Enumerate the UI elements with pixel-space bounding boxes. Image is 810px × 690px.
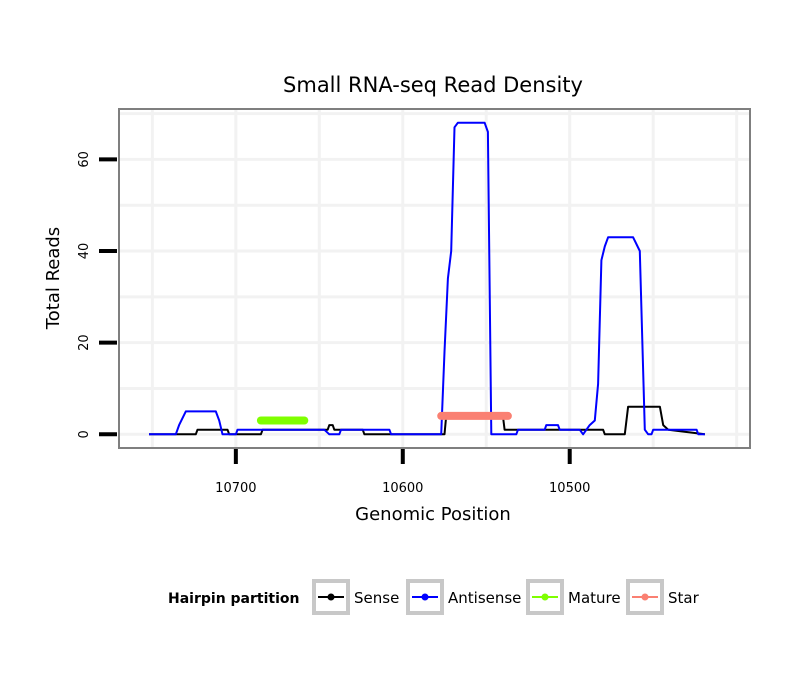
y-tick-label: 20 [77, 334, 92, 351]
legend-key-point [327, 593, 335, 601]
series-line-antisense [149, 121, 705, 436]
plot-panel [119, 109, 750, 448]
y-tick-label: 60 [77, 151, 92, 168]
series-layer [149, 121, 706, 436]
y-axis: 0 20 40 60 [77, 151, 117, 438]
y-tick-label: 40 [77, 243, 92, 260]
x-tick-label: 10600 [382, 481, 423, 496]
y-axis-label: Total Reads [43, 227, 64, 330]
x-tick-label: 10500 [549, 481, 590, 496]
legend-key-point [641, 593, 649, 601]
legend-label-mature: Mature [568, 589, 621, 607]
legend-key-point [421, 593, 429, 601]
chart-title: Small RNA-seq Read Density [283, 73, 583, 97]
legend: Hairpin partition Sense Antisense Mature Sta… [168, 579, 700, 615]
x-tick-label: 10700 [215, 481, 256, 496]
x-axis-label: Genomic Position [355, 504, 511, 525]
x-axis: 10700 10600 10500 [215, 449, 590, 496]
legend-label-star: Star [668, 589, 700, 607]
y-tick-label: 0 [77, 430, 92, 438]
legend-key-point [541, 593, 549, 601]
legend-label-antisense: Antisense [448, 589, 521, 607]
legend-title: Hairpin partition [168, 591, 299, 607]
plot-border [118, 108, 751, 449]
legend-label-sense: Sense [354, 589, 399, 607]
